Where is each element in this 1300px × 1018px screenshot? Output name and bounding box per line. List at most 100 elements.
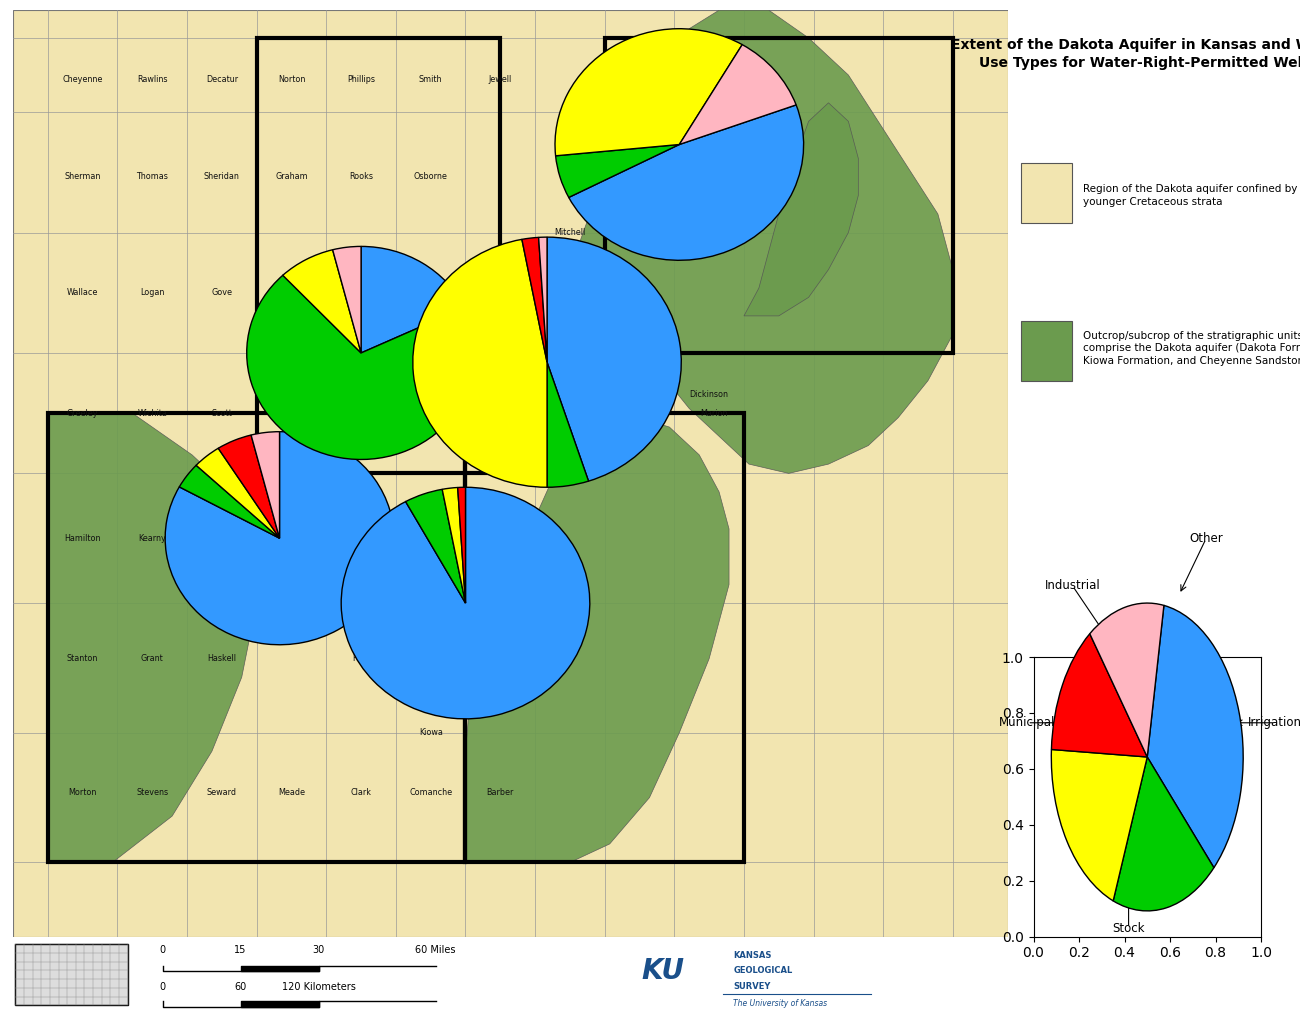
Text: Cheyenne: Cheyenne bbox=[62, 75, 103, 84]
Text: Cloud: Cloud bbox=[628, 172, 651, 181]
Text: Seward: Seward bbox=[207, 789, 237, 797]
Polygon shape bbox=[569, 10, 953, 473]
Text: Dickinson: Dickinson bbox=[689, 390, 728, 399]
Text: Stock: Stock bbox=[1113, 921, 1145, 935]
Text: Ellsworth: Ellsworth bbox=[412, 348, 448, 357]
Text: Re...: Re... bbox=[562, 108, 578, 117]
Wedge shape bbox=[218, 435, 280, 539]
Text: McPherson: McPherson bbox=[623, 408, 667, 417]
Text: Logan: Logan bbox=[140, 288, 164, 297]
Wedge shape bbox=[547, 237, 681, 482]
Wedge shape bbox=[1089, 603, 1164, 757]
Bar bbox=[1022, 321, 1071, 381]
Text: Ottawa: Ottawa bbox=[625, 288, 654, 297]
Text: Norton: Norton bbox=[278, 75, 306, 84]
Text: Mitchell: Mitchell bbox=[554, 228, 585, 237]
Text: Osborne: Osborne bbox=[413, 172, 447, 181]
Text: Haskell: Haskell bbox=[207, 655, 237, 663]
Bar bbox=[16, 945, 127, 1006]
Wedge shape bbox=[521, 237, 547, 362]
Text: Greeley: Greeley bbox=[66, 408, 99, 417]
Text: Ness: Ness bbox=[351, 408, 370, 417]
Text: Rooks: Rooks bbox=[350, 172, 373, 181]
Text: Barber: Barber bbox=[486, 789, 514, 797]
Wedge shape bbox=[458, 488, 465, 603]
Wedge shape bbox=[251, 432, 280, 539]
Wedge shape bbox=[361, 246, 464, 353]
Polygon shape bbox=[465, 417, 729, 862]
Text: Russell: Russell bbox=[486, 288, 515, 297]
Text: The University of Kansas: The University of Kansas bbox=[733, 1000, 827, 1008]
Text: Rush: Rush bbox=[421, 408, 441, 417]
Text: Gove: Gove bbox=[212, 288, 233, 297]
Text: Outcrop/subcrop of the stratigraphic units that
comprise the Dakota aquifer (Dak: Outcrop/subcrop of the stratigraphic uni… bbox=[1083, 331, 1300, 365]
Polygon shape bbox=[48, 413, 256, 862]
Text: 120 Kilometers: 120 Kilometers bbox=[282, 982, 355, 992]
Text: Decatur: Decatur bbox=[205, 75, 238, 84]
Wedge shape bbox=[568, 105, 803, 261]
Text: KU: KU bbox=[641, 957, 685, 985]
Wedge shape bbox=[333, 246, 361, 353]
Text: Ellis: Ellis bbox=[422, 288, 438, 297]
Bar bbox=[256, 38, 500, 473]
Text: SURVEY: SURVEY bbox=[733, 981, 771, 991]
Text: Wichita: Wichita bbox=[138, 408, 168, 417]
Text: Pratt: Pratt bbox=[490, 655, 510, 663]
Text: Rawlins: Rawlins bbox=[136, 75, 168, 84]
Text: Hamilton: Hamilton bbox=[65, 533, 101, 543]
Wedge shape bbox=[680, 45, 796, 145]
Text: Lane: Lane bbox=[282, 408, 302, 417]
Text: Kiowa: Kiowa bbox=[419, 728, 442, 737]
Wedge shape bbox=[283, 249, 361, 353]
Text: Marion: Marion bbox=[701, 408, 728, 417]
Wedge shape bbox=[1113, 757, 1214, 911]
Text: 60 Miles: 60 Miles bbox=[415, 946, 456, 955]
Text: Morton: Morton bbox=[69, 789, 96, 797]
Text: 15: 15 bbox=[234, 946, 247, 955]
Text: Pawnee: Pawnee bbox=[415, 511, 446, 519]
Text: Clay: Clay bbox=[701, 172, 718, 181]
Text: Sherman: Sherman bbox=[65, 172, 101, 181]
Text: Phillips: Phillips bbox=[347, 75, 376, 84]
Wedge shape bbox=[179, 465, 280, 539]
Text: Wallace: Wallace bbox=[66, 288, 99, 297]
Text: Municipal: Municipal bbox=[1000, 717, 1056, 729]
Wedge shape bbox=[1052, 749, 1147, 901]
Wedge shape bbox=[555, 29, 742, 156]
Text: Stanton: Stanton bbox=[66, 655, 99, 663]
Text: Kearny: Kearny bbox=[138, 533, 166, 543]
Wedge shape bbox=[538, 237, 547, 362]
Text: Clark: Clark bbox=[351, 789, 372, 797]
Text: Jewell: Jewell bbox=[489, 75, 512, 84]
Text: Thomas: Thomas bbox=[136, 172, 168, 181]
Wedge shape bbox=[341, 488, 590, 719]
Text: Stevens: Stevens bbox=[136, 789, 168, 797]
Text: Rice: Rice bbox=[562, 408, 578, 417]
Text: Sheridan: Sheridan bbox=[204, 172, 239, 181]
Text: Industrial: Industrial bbox=[1045, 579, 1101, 592]
Wedge shape bbox=[555, 145, 680, 197]
Text: Graham: Graham bbox=[276, 172, 308, 181]
Text: Meade: Meade bbox=[278, 789, 306, 797]
Polygon shape bbox=[744, 103, 858, 316]
Text: Barton: Barton bbox=[486, 408, 514, 417]
Bar bbox=[1022, 163, 1071, 223]
Wedge shape bbox=[442, 488, 465, 603]
Text: Irrigation: Irrigation bbox=[1248, 717, 1300, 729]
Text: Other: Other bbox=[1190, 532, 1223, 546]
Wedge shape bbox=[547, 362, 589, 488]
Text: GEOLOGICAL: GEOLOGICAL bbox=[733, 966, 793, 975]
Text: Comanche: Comanche bbox=[410, 789, 452, 797]
Text: Ford: Ford bbox=[352, 655, 370, 663]
Wedge shape bbox=[1052, 634, 1147, 757]
Wedge shape bbox=[1147, 606, 1243, 867]
Wedge shape bbox=[196, 448, 280, 539]
Bar bbox=[465, 413, 744, 862]
Text: KANSAS: KANSAS bbox=[733, 951, 772, 960]
Text: 30: 30 bbox=[312, 946, 325, 955]
Text: Scott: Scott bbox=[212, 408, 233, 417]
Text: Region of the Dakota aquifer confined by
younger Cretaceous strata: Region of the Dakota aquifer confined by… bbox=[1083, 184, 1297, 207]
Wedge shape bbox=[413, 239, 547, 488]
Text: 0: 0 bbox=[160, 982, 165, 992]
Text: Extent of the Dakota Aquifer in Kansas and Water
Use Types for Water-Right-Permi: Extent of the Dakota Aquifer in Kansas a… bbox=[952, 38, 1300, 70]
